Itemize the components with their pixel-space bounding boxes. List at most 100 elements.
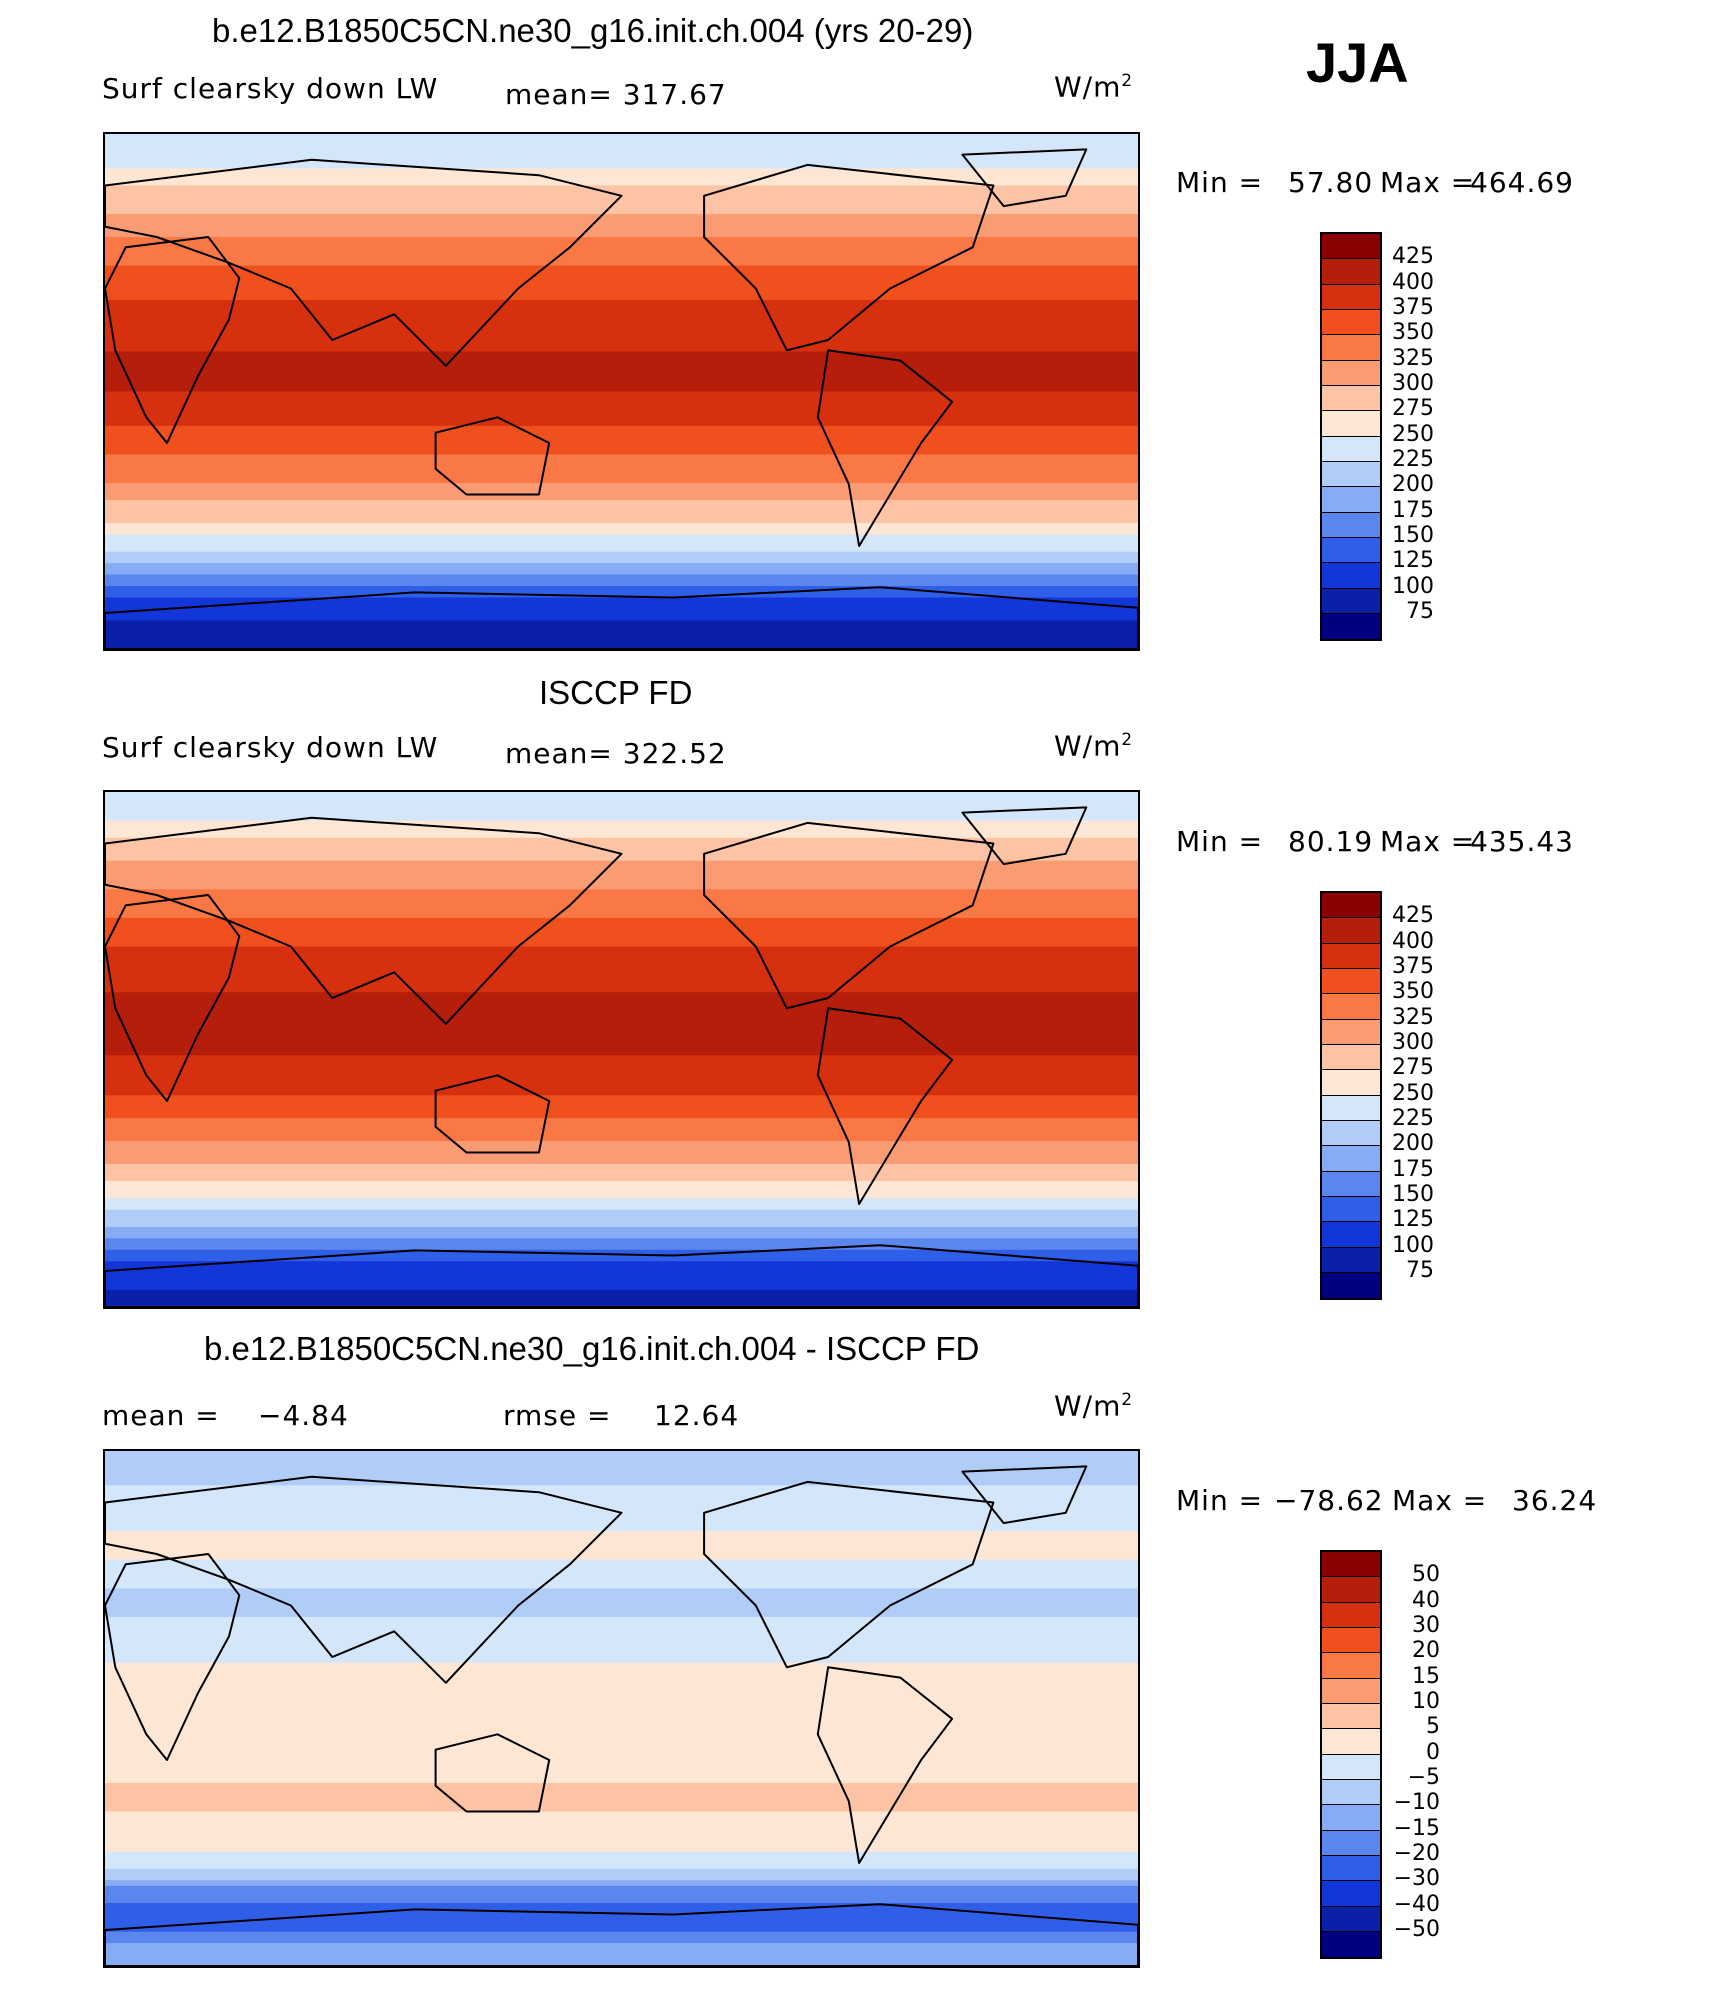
latitude-band — [105, 1628, 1138, 1635]
latitude-band — [105, 334, 1138, 341]
latitude-band — [105, 391, 1138, 398]
colorbar-swatch — [1322, 563, 1380, 589]
colorbar-swatch — [1322, 1906, 1380, 1932]
latitude-band — [105, 877, 1138, 885]
colorbar-tick-label: −10 — [1393, 1790, 1440, 1816]
latitude-band — [105, 1657, 1138, 1664]
latitude-band — [105, 259, 1138, 267]
colorbar-swatch — [1322, 360, 1380, 386]
latitude-band — [105, 597, 1138, 604]
latitude-band — [105, 1066, 1138, 1073]
coastline — [816, 349, 954, 547]
latitude-band — [105, 1020, 1138, 1028]
colorbar-swatch — [1322, 1577, 1380, 1603]
latitude-band — [105, 1060, 1138, 1068]
latitude-band — [105, 1519, 1138, 1526]
latitude-band — [105, 975, 1138, 982]
latitude-band — [105, 1800, 1138, 1807]
colorbar-tick-label: 425 — [1392, 244, 1434, 270]
coastline — [434, 1733, 551, 1813]
units-text: W/m — [1054, 1389, 1122, 1423]
latitude-band — [105, 1026, 1138, 1033]
latitude-band — [105, 1605, 1138, 1612]
panel2-mean: mean= 322.52 — [505, 737, 727, 770]
latitude-band — [105, 1009, 1138, 1016]
latitude-band — [105, 414, 1138, 421]
latitude-band — [105, 631, 1138, 639]
panel3-min-value: −78.62 — [1274, 1484, 1384, 1517]
latitude-band — [105, 608, 1138, 616]
latitude-band — [105, 1456, 1138, 1464]
colorbar-swatch — [1322, 613, 1380, 640]
latitude-band — [105, 1284, 1138, 1291]
latitude-band — [105, 214, 1138, 221]
latitude-band — [105, 1301, 1138, 1307]
colorbar-swatch — [1322, 1247, 1380, 1273]
latitude-band — [105, 345, 1138, 353]
colorbar-tick-label: 400 — [1392, 269, 1434, 295]
latitude-band — [105, 1845, 1138, 1853]
latitude-band — [105, 1914, 1138, 1921]
latitude-band — [105, 528, 1138, 536]
latitude-band — [105, 517, 1138, 524]
panel1-max-value: 464.69 — [1470, 166, 1574, 199]
colorbar-tick-label: 150 — [1392, 522, 1434, 548]
coastline — [703, 1480, 995, 1669]
latitude-band — [105, 534, 1138, 541]
latitude-band — [105, 1278, 1138, 1285]
colorbar-swatch — [1322, 943, 1380, 969]
latitude-band — [105, 620, 1138, 627]
latitude-band — [105, 826, 1138, 833]
latitude-band — [105, 1765, 1138, 1773]
latitude-band — [105, 420, 1138, 427]
latitude-band — [105, 843, 1138, 850]
panel3-rmse-label: rmse = — [503, 1399, 612, 1432]
latitude-band — [105, 1129, 1138, 1136]
latitude-band — [105, 1152, 1138, 1159]
latitude-band — [105, 254, 1138, 261]
units-text: W/m — [1054, 729, 1122, 763]
latitude-band — [105, 568, 1138, 576]
colorbar-swatch — [1322, 1095, 1380, 1121]
colorbar-swatch — [1322, 487, 1380, 513]
latitude-band — [105, 1903, 1138, 1910]
latitude-band — [105, 1891, 1138, 1898]
latitude-band — [105, 471, 1138, 478]
units-exponent: 2 — [1121, 70, 1134, 90]
latitude-band — [105, 385, 1138, 393]
panel1-map — [103, 132, 1140, 651]
colorbar-swatch — [1322, 385, 1380, 412]
colorbar-tick-label: −5 — [1407, 1764, 1440, 1790]
colorbar-tick-label: 0 — [1426, 1739, 1440, 1765]
latitude-band — [105, 814, 1138, 822]
latitude-band — [105, 586, 1138, 593]
colorbar-tick-label: 325 — [1392, 1004, 1434, 1030]
latitude-band — [105, 1794, 1138, 1801]
latitude-band — [105, 1559, 1138, 1567]
latitude-band — [105, 980, 1138, 988]
latitude-band — [105, 992, 1138, 999]
latitude-band — [105, 820, 1138, 827]
colorbar-swatch — [1322, 537, 1380, 564]
latitude-band — [105, 1943, 1138, 1950]
latitude-band — [105, 1725, 1138, 1732]
coastline — [816, 1666, 954, 1864]
latitude-band — [105, 797, 1138, 805]
units-text: W/m — [1054, 70, 1122, 104]
latitude-band — [105, 288, 1138, 295]
latitude-band — [105, 1634, 1138, 1641]
latitude-band — [105, 1937, 1138, 1944]
latitude-band — [105, 1249, 1138, 1257]
latitude-band — [105, 1616, 1138, 1624]
panel3-map-svg — [105, 1451, 1138, 1966]
colorbar-tick-label: 300 — [1392, 1029, 1434, 1055]
latitude-band — [105, 1295, 1138, 1302]
panel1-units: W/m2 — [1054, 70, 1133, 103]
coastline — [105, 158, 623, 367]
latitude-band — [105, 1244, 1138, 1251]
latitude-band — [105, 1112, 1138, 1119]
latitude-band — [105, 1571, 1138, 1578]
panel3-min-label: Min = — [1176, 1484, 1264, 1517]
latitude-band — [105, 299, 1138, 307]
latitude-band — [105, 443, 1138, 450]
